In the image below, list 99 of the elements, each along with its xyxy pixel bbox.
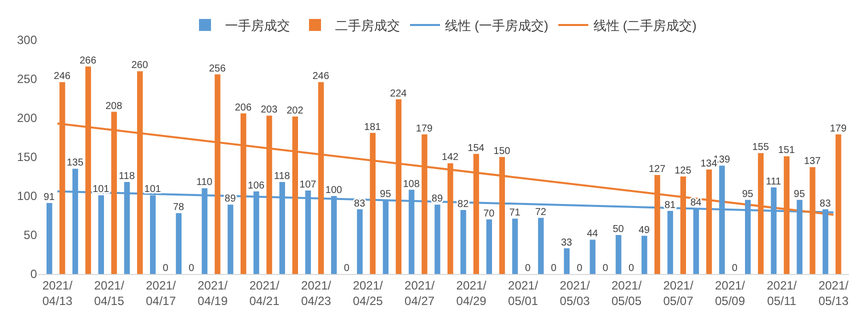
bar (486, 219, 492, 274)
data-label: 33 (560, 237, 573, 248)
bar (434, 204, 440, 274)
data-label: 181 (364, 122, 382, 133)
data-label: 155 (752, 142, 770, 154)
bar (616, 235, 622, 274)
legend-label: 一手房成交 (225, 18, 290, 34)
data-label: 256 (208, 63, 226, 74)
bar (228, 204, 234, 274)
data-label: 71 (509, 208, 521, 219)
x-tick-label: 2021/ 04/17 (146, 278, 177, 308)
x-tick-label: 2021/ 04/25 (352, 278, 384, 308)
data-label: 100 (325, 185, 343, 196)
data-label: 0 (628, 263, 634, 274)
legend-label: 二手房成交 (335, 18, 400, 34)
data-label: 151 (778, 145, 796, 156)
data-label: 91 (44, 192, 56, 204)
data-label: 125 (674, 166, 692, 176)
data-label: 260 (131, 60, 148, 72)
data-label: 179 (416, 123, 434, 134)
data-label: 49 (638, 224, 650, 236)
data-label: 203 (260, 104, 278, 116)
data-label: 0 (576, 263, 583, 274)
data-label: 44 (586, 228, 598, 240)
bar (460, 210, 466, 274)
data-label: 206 (234, 102, 252, 114)
y-tick-label: 250 (16, 72, 38, 86)
data-label: 202 (286, 105, 304, 116)
data-label: 50 (612, 224, 624, 235)
x-tick-label: 2021/ 05/01 (508, 278, 539, 308)
x-tick-label: 2021/ 05/07 (663, 278, 694, 308)
data-label: 110 (196, 177, 213, 188)
legend-label: 线性 (二手房成交) (593, 18, 697, 34)
data-label: 0 (732, 263, 738, 274)
data-label: 111 (766, 176, 782, 188)
data-label: 266 (80, 56, 97, 67)
x-tick-label: 2021/ 04/21 (249, 278, 280, 308)
data-label: 246 (54, 71, 71, 82)
data-label: 150 (494, 146, 511, 157)
x-tick-label: 2021/ 05/05 (612, 278, 642, 308)
y-tick-label: 150 (16, 150, 38, 164)
bar (98, 195, 104, 274)
data-label: 72 (535, 206, 547, 218)
bar (667, 210, 674, 274)
bar (46, 203, 52, 274)
x-tick-label: 2021/ 05/13 (818, 278, 850, 308)
data-label: 0 (162, 263, 169, 274)
x-tick-label: 2021/ 05/09 (714, 278, 746, 308)
bar (512, 218, 518, 274)
data-label: 89 (224, 194, 236, 205)
data-label: 83 (820, 198, 832, 210)
data-label: 84 (690, 197, 702, 208)
data-label: 0 (344, 263, 350, 274)
y-tick-label: 50 (24, 228, 38, 242)
data-label: 208 (105, 100, 123, 112)
data-label: 101 (144, 184, 162, 196)
x-tick-label: 2021/ 04/29 (456, 278, 487, 308)
data-label: 0 (550, 263, 557, 274)
bar (642, 236, 648, 274)
bar (590, 240, 596, 274)
data-label: 118 (274, 170, 290, 182)
y-tick-label: 200 (16, 111, 38, 126)
data-label: 0 (188, 263, 195, 274)
data-label: 154 (468, 142, 485, 154)
data-label: 95 (742, 188, 754, 200)
x-tick-label: 2021/ 05/11 (766, 278, 798, 308)
bar (564, 248, 570, 274)
x-tick-label: 2021/ 04/15 (94, 278, 125, 308)
data-label: 224 (390, 88, 408, 100)
data-label: 95 (794, 188, 806, 200)
data-label: 135 (66, 158, 84, 169)
data-label: 95 (380, 188, 392, 200)
data-label: 118 (118, 170, 136, 182)
bar (356, 209, 363, 274)
data-label: 83 (354, 198, 366, 210)
y-tick-label: 0 (30, 267, 38, 282)
data-label: 107 (300, 180, 317, 191)
x-tick-label: 2021/ 04/27 (404, 278, 436, 308)
x-tick-label: 2021/ 04/19 (198, 278, 228, 308)
data-label: 78 (172, 202, 185, 214)
y-tick-label: 100 (16, 189, 38, 204)
bar (538, 218, 544, 274)
data-label: 137 (804, 156, 822, 168)
data-label: 127 (648, 164, 666, 175)
data-label: 246 (312, 71, 330, 82)
x-tick-label: 2021/ 04/13 (42, 278, 74, 308)
x-tick-label: 2021/ 05/03 (560, 278, 590, 308)
data-label: 179 (830, 123, 847, 134)
bar (176, 213, 182, 274)
bar (836, 134, 842, 274)
y-tick-label: 300 (16, 33, 38, 48)
x-tick-label: 2021/ 04/23 (301, 278, 332, 308)
data-label: 70 (483, 208, 495, 220)
data-label: 0 (602, 263, 609, 274)
data-label: 106 (248, 180, 265, 192)
data-label: 108 (402, 178, 420, 190)
data-label: 142 (442, 152, 459, 164)
data-label: 0 (524, 263, 531, 274)
legend-label: 线性 (一手房成交) (445, 18, 548, 34)
